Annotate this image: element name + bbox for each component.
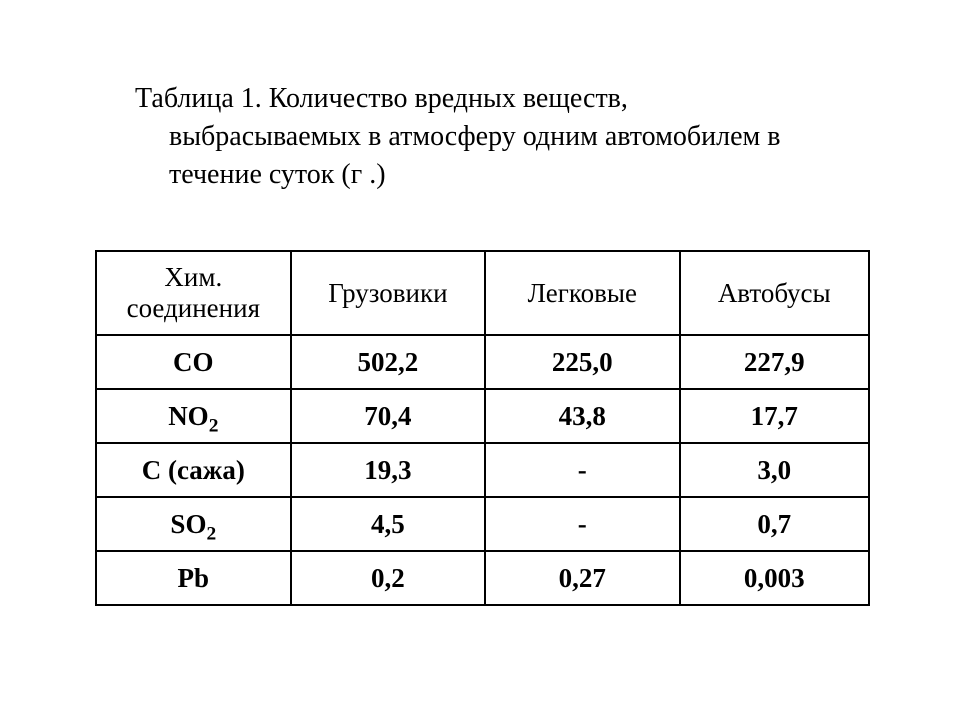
table-row: NO270,443,817,7 [96,389,869,443]
table-cell: 0,2 [291,551,485,605]
table-cell: - [485,443,679,497]
table-row: CO502,2225,0227,9 [96,335,869,389]
caption-line-3: течение суток (г .) [135,156,855,194]
table-cell: 19,3 [291,443,485,497]
table-cell: 0,27 [485,551,679,605]
table-cell: 0,003 [680,551,870,605]
table-cell: 43,8 [485,389,679,443]
table-cell: 0,7 [680,497,870,551]
row-label: SO2 [96,497,291,551]
row-label: С (сажа) [96,443,291,497]
table-cell: 502,2 [291,335,485,389]
table-cell: - [485,497,679,551]
emissions-table: Хим. соединения Грузовики Легковые Автоб… [95,250,870,606]
row-label: CO [96,335,291,389]
col-header-trucks: Грузовики [291,251,485,335]
table-cell: 17,7 [680,389,870,443]
table-cell: 3,0 [680,443,870,497]
table-row: С (сажа)19,3-3,0 [96,443,869,497]
table-row: Pb0,20,270,003 [96,551,869,605]
row-label: Pb [96,551,291,605]
row-label: NO2 [96,389,291,443]
col-header-buses: Автобусы [680,251,870,335]
table-header-row: Хим. соединения Грузовики Легковые Автоб… [96,251,869,335]
col-header-compound: Хим. соединения [96,251,291,335]
col-header-cars: Легковые [485,251,679,335]
table-caption: Таблица 1. Количество вредных веществ, в… [135,80,855,193]
table-cell: 4,5 [291,497,485,551]
table-cell: 227,9 [680,335,870,389]
table-body: CO502,2225,0227,9NO270,443,817,7С (сажа)… [96,335,869,605]
caption-line-2: выбрасываемых в атмосферу одним автомоби… [135,118,855,156]
table-cell: 70,4 [291,389,485,443]
table-row: SO24,5-0,7 [96,497,869,551]
emissions-table-wrap: Хим. соединения Грузовики Легковые Автоб… [95,250,870,606]
table-cell: 225,0 [485,335,679,389]
caption-line-1: Таблица 1. Количество вредных веществ, [135,83,628,114]
